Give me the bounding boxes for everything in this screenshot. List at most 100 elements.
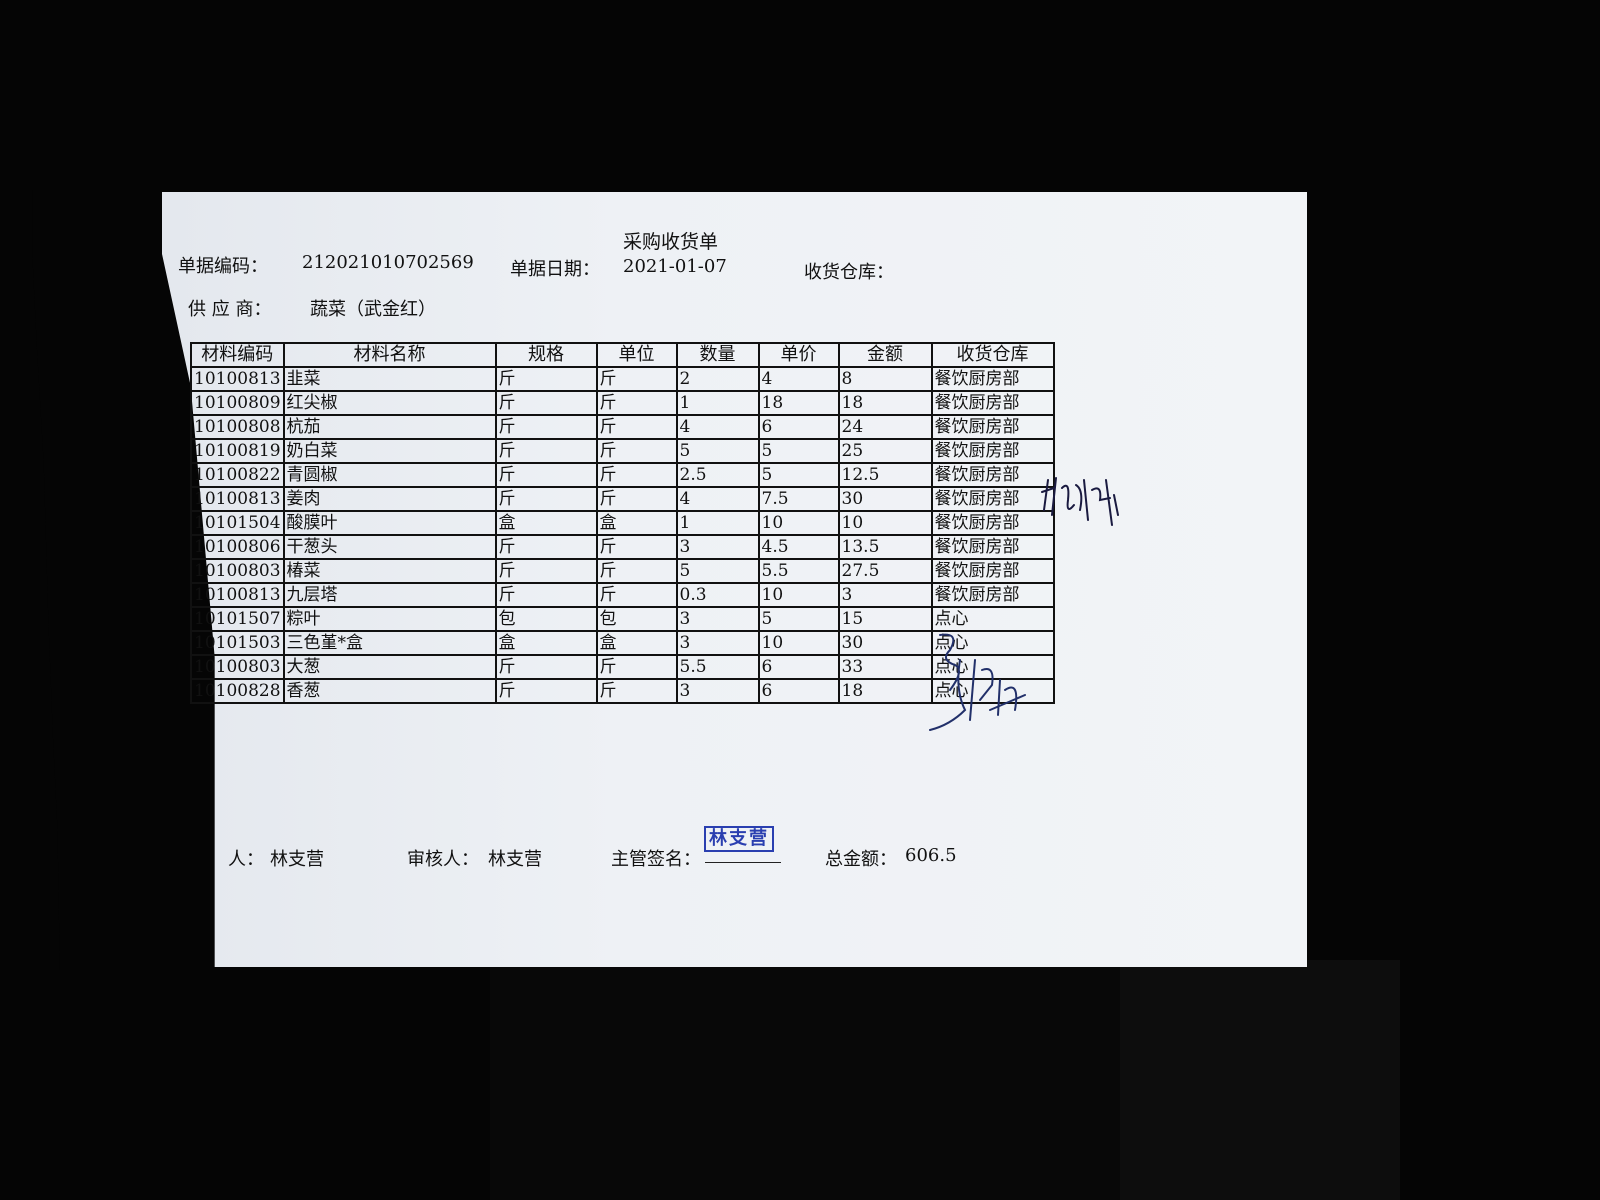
table-cell: 24 xyxy=(837,414,933,440)
table-cell: 15 xyxy=(837,606,933,632)
table-cell: 盒 xyxy=(595,630,678,656)
table-cell: 33 xyxy=(837,654,933,680)
table-cell: 餐饮厨房部 xyxy=(930,582,1055,608)
table-row: 10101507 粽叶包包 3 5 15 点心 xyxy=(190,606,1055,632)
table-cell: 10100813 xyxy=(190,486,285,512)
table-cell: 18 xyxy=(837,390,933,416)
table-cell: 7.5 xyxy=(757,486,840,512)
table-cell: 10101504 xyxy=(190,510,285,536)
table-cell: 10 xyxy=(757,510,840,536)
table-cell: 2 xyxy=(675,366,760,392)
table-cell: 3 xyxy=(675,678,760,704)
maker-label: 人： xyxy=(228,849,264,870)
table-cell: 6 xyxy=(757,654,840,680)
column-header: 收货仓库 xyxy=(930,342,1055,368)
table-cell: 餐饮厨房部 xyxy=(930,438,1055,464)
table-cell: 斤 xyxy=(595,390,678,416)
date: 2021-01-07 xyxy=(623,256,727,277)
table-cell: 斤 xyxy=(494,438,598,464)
table-cell: 盒 xyxy=(494,630,598,656)
table-cell: 6 xyxy=(757,678,840,704)
table-cell: 10100803 xyxy=(190,654,285,680)
table-cell: 包 xyxy=(595,606,678,632)
table-cell: 0.3 xyxy=(675,582,760,608)
background-dark-surface xyxy=(490,960,1120,1200)
table-cell: 4 xyxy=(675,414,760,440)
table-cell: 点心 xyxy=(930,606,1055,632)
table-cell: 4 xyxy=(757,366,840,392)
handwritten-signature-right xyxy=(1041,477,1119,526)
warehouse-label: 收货仓库： xyxy=(804,262,894,283)
table-cell: 12.5 xyxy=(837,462,933,488)
table-cell: 5.5 xyxy=(757,558,840,584)
table-cell: 点心 xyxy=(930,630,1055,656)
table-cell: 粽叶 xyxy=(282,606,497,632)
table-cell: 斤 xyxy=(595,678,678,704)
table-cell: 干葱头 xyxy=(282,534,497,560)
table-cell: 杭茄 xyxy=(282,414,497,440)
table-cell: 1 xyxy=(675,390,760,416)
table-cell: 斤 xyxy=(494,558,598,584)
table-row: 10100813 韭菜斤斤 2 4 8 餐饮厨房部 xyxy=(190,366,1055,392)
table-cell: 6 xyxy=(757,414,840,440)
table-cell: 斤 xyxy=(595,534,678,560)
column-header: 金额 xyxy=(837,342,933,368)
supplier: 蔬菜（武金红） xyxy=(310,299,436,320)
table-cell: 红尖椒 xyxy=(282,390,497,416)
table-cell: 18 xyxy=(757,390,840,416)
table-cell: 3 xyxy=(837,582,933,608)
table-row: 10100803 椿菜斤斤 5 5.5 27.5 餐饮厨房部 xyxy=(190,558,1055,584)
table-cell: 5.5 xyxy=(675,654,760,680)
table-cell: 斤 xyxy=(595,558,678,584)
table-cell: 斤 xyxy=(494,390,598,416)
table-cell: 4 xyxy=(675,486,760,512)
doc-no-label: 单据编码： xyxy=(178,256,268,277)
table-cell: 10 xyxy=(757,630,840,656)
background-dark-surface xyxy=(1120,960,1400,1200)
table-cell: 27.5 xyxy=(837,558,933,584)
table-cell: 餐饮厨房部 xyxy=(930,462,1055,488)
table-row: 10101504 酸膜叶盒盒 1 10 10 餐饮厨房部 xyxy=(190,510,1055,536)
table-cell: 斤 xyxy=(494,534,598,560)
table-cell: 10100819 xyxy=(190,438,285,464)
table-cell: 盒 xyxy=(595,510,678,536)
items-table: 材料编码 材料名称 规格 单位 数量 单价 金额 收货仓库 10100813 韭菜斤斤 2 4 8 餐饮… xyxy=(190,342,1055,704)
doc-no: 212021010702569 xyxy=(302,252,474,273)
supervisor-label: 主管签名： xyxy=(611,849,701,870)
table-cell: 3 xyxy=(675,630,760,656)
table-cell: 斤 xyxy=(494,462,598,488)
table-cell: 5 xyxy=(675,558,760,584)
reviewer-label: 审核人： xyxy=(407,849,479,870)
supplier-label: 供 应 商： xyxy=(188,299,272,320)
table-cell: 椿菜 xyxy=(282,558,497,584)
table-cell: 香葱 xyxy=(282,678,497,704)
table-cell: 10 xyxy=(757,582,840,608)
table-cell: 斤 xyxy=(494,486,598,512)
maker: 林支营 xyxy=(270,849,324,870)
signature-line xyxy=(705,862,781,863)
date-label: 单据日期： xyxy=(510,259,600,280)
table-cell: 斤 xyxy=(595,366,678,392)
supervisor-stamp: 林支营 xyxy=(704,826,774,852)
column-header: 规格 xyxy=(494,342,598,368)
total-amount: 606.5 xyxy=(905,845,957,866)
table-cell: 斤 xyxy=(494,582,598,608)
table-row: 10100819 奶白菜斤斤 5 5 25 餐饮厨房部 xyxy=(190,438,1055,464)
table-cell: 斤 xyxy=(595,654,678,680)
table-cell: 斤 xyxy=(595,486,678,512)
column-header: 材料名称 xyxy=(282,342,497,368)
table-cell: 1 xyxy=(675,510,760,536)
table-cell: 韭菜 xyxy=(282,366,497,392)
column-header: 材料编码 xyxy=(190,342,285,368)
table-cell: 10100803 xyxy=(190,558,285,584)
table-row: 10100808 杭茄斤斤 4 6 24 餐饮厨房部 xyxy=(190,414,1055,440)
table-row: 10100806 干葱头斤斤 3 4.5 13.5 餐饮厨房部 xyxy=(190,534,1055,560)
table-row: 10100822 青圆椒斤斤 2.5 5 12.5 餐饮厨房部 xyxy=(190,462,1055,488)
table-cell: 2.5 xyxy=(675,462,760,488)
table-cell: 3 xyxy=(675,534,760,560)
handwritten-signature-table xyxy=(929,633,1026,731)
table-cell: 10101503 xyxy=(190,630,285,656)
table-cell: 斤 xyxy=(494,678,598,704)
table-cell: 斤 xyxy=(595,582,678,608)
table-cell: 大葱 xyxy=(282,654,497,680)
